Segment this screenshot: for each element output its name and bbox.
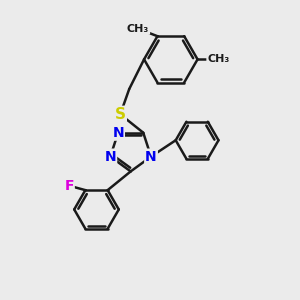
Text: F: F (64, 179, 74, 193)
Text: CH₃: CH₃ (207, 54, 230, 64)
Text: N: N (104, 150, 116, 164)
Text: N: N (112, 126, 124, 140)
Text: CH₃: CH₃ (127, 24, 149, 34)
Text: S: S (115, 107, 126, 122)
Text: N: N (145, 150, 157, 164)
